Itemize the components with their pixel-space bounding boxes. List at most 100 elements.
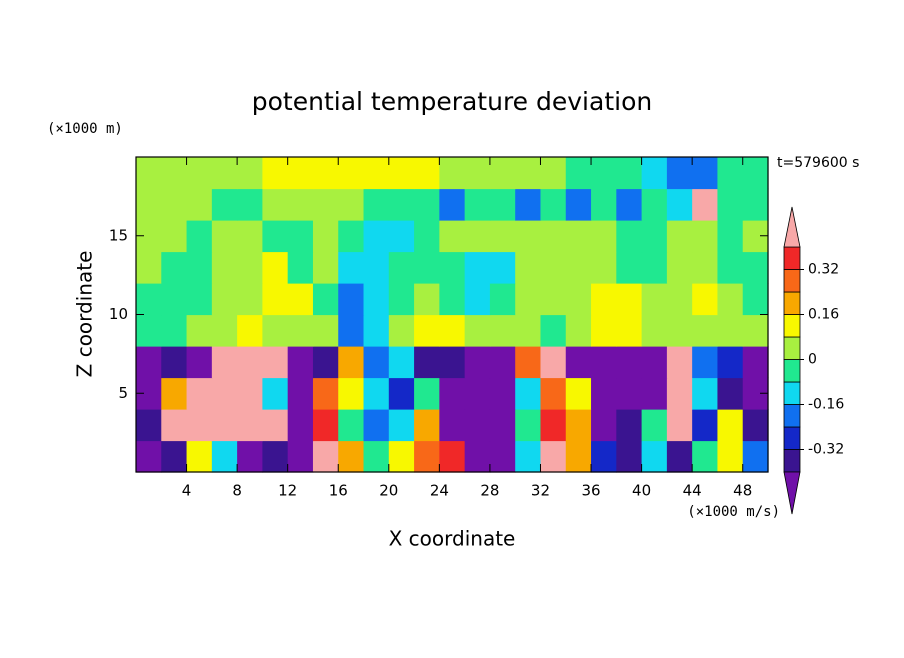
contour-cell [414, 314, 440, 347]
contour-cell [515, 188, 542, 221]
x-tick-label: 44 [683, 482, 702, 500]
contour-cell [666, 314, 693, 347]
contour-cell [717, 157, 744, 190]
x-tick-label: 20 [379, 482, 398, 500]
contour-cell [439, 283, 466, 316]
contour-cell [515, 314, 542, 347]
contour-cell [641, 283, 668, 316]
contour-cell [616, 409, 643, 442]
contour-cell [565, 346, 592, 379]
contour-cell [641, 314, 668, 347]
contour-cell [489, 377, 516, 410]
contour-cell [692, 314, 719, 347]
contour-cell [338, 440, 365, 473]
contour-cell [262, 440, 289, 473]
contour-cell [136, 251, 162, 284]
contour-cell [312, 188, 339, 221]
contour-cell [237, 409, 263, 442]
x-tick-label: 40 [632, 482, 651, 500]
contour-cell [363, 220, 390, 253]
contour-cell [591, 377, 617, 410]
contour-cell [616, 346, 643, 379]
contour-cell [666, 440, 693, 473]
contour-cell [237, 283, 263, 316]
contour-cell [439, 314, 466, 347]
colorbar-box [783, 426, 801, 450]
contour-cell [414, 188, 440, 221]
contour-cell [338, 251, 365, 284]
contour-cell [136, 440, 162, 473]
contour-cell [692, 251, 719, 284]
contour-cell [666, 346, 693, 379]
contour-cell [616, 188, 643, 221]
contour-cell [742, 251, 769, 284]
contour-cell [540, 220, 567, 253]
contour-cell [363, 440, 390, 473]
contour-cell [717, 188, 744, 221]
contour-cell [388, 409, 415, 442]
contour-cell [666, 377, 693, 410]
contour-cell [186, 440, 213, 473]
contour-cell [666, 409, 693, 442]
contour-cell [363, 283, 390, 316]
contour-cell [414, 220, 440, 253]
contour-cell [641, 251, 668, 284]
contour-cell [489, 283, 516, 316]
contour-cell [414, 251, 440, 284]
contour-cell [338, 188, 365, 221]
contour-cell [186, 283, 213, 316]
contour-cell [287, 157, 314, 190]
contour-cell [489, 314, 516, 347]
contour-cell [287, 409, 314, 442]
contour-cell [312, 220, 339, 253]
contour-cell [591, 251, 617, 284]
contour-cell [161, 188, 188, 221]
contour-cell [565, 188, 592, 221]
contour-cell [136, 283, 162, 316]
contour-cell [388, 188, 415, 221]
contour-cell [414, 377, 440, 410]
colorbar-bottom-triangle [783, 471, 801, 515]
contour-cell [717, 314, 744, 347]
contour-cell [388, 377, 415, 410]
colorbar-top-triangle [783, 206, 801, 248]
contour-cell [616, 377, 643, 410]
contour-cell [312, 346, 339, 379]
contour-cell [464, 409, 491, 442]
x-tick-label: 24 [430, 482, 449, 500]
contour-cell [540, 346, 567, 379]
colorbar-tick-label: 0.16 [808, 307, 839, 323]
contour-cell [692, 409, 719, 442]
contour-cell [717, 346, 744, 379]
contour-cell [237, 188, 263, 221]
colorbar-box [783, 404, 801, 428]
y-unit: (×1000 m) [47, 121, 123, 137]
contour-cell [388, 314, 415, 347]
y-tick-label: 5 [118, 384, 128, 402]
contour-cell [211, 251, 238, 284]
contour-cell [161, 346, 188, 379]
contour-cell [515, 377, 542, 410]
contour-cell [136, 157, 162, 190]
contour-cell [237, 440, 263, 473]
contour-cell [363, 188, 390, 221]
contour-cell [591, 220, 617, 253]
contour-cell [388, 346, 415, 379]
contour-cell [414, 409, 440, 442]
contour-cell [211, 157, 238, 190]
contour-cell [262, 377, 289, 410]
contour-cell [717, 251, 744, 284]
contour-cell [540, 283, 567, 316]
contour-cell [161, 440, 188, 473]
contour-cell [692, 220, 719, 253]
contour-cell [388, 220, 415, 253]
contour-cell [464, 440, 491, 473]
contour-cell [515, 157, 542, 190]
contour-cell [692, 188, 719, 221]
contour-cell [565, 157, 592, 190]
contour-cell [439, 188, 466, 221]
contour-cell [287, 220, 314, 253]
chart-title: potential temperature deviation [252, 87, 652, 116]
contour-cell [388, 251, 415, 284]
contour-cell [439, 346, 466, 379]
